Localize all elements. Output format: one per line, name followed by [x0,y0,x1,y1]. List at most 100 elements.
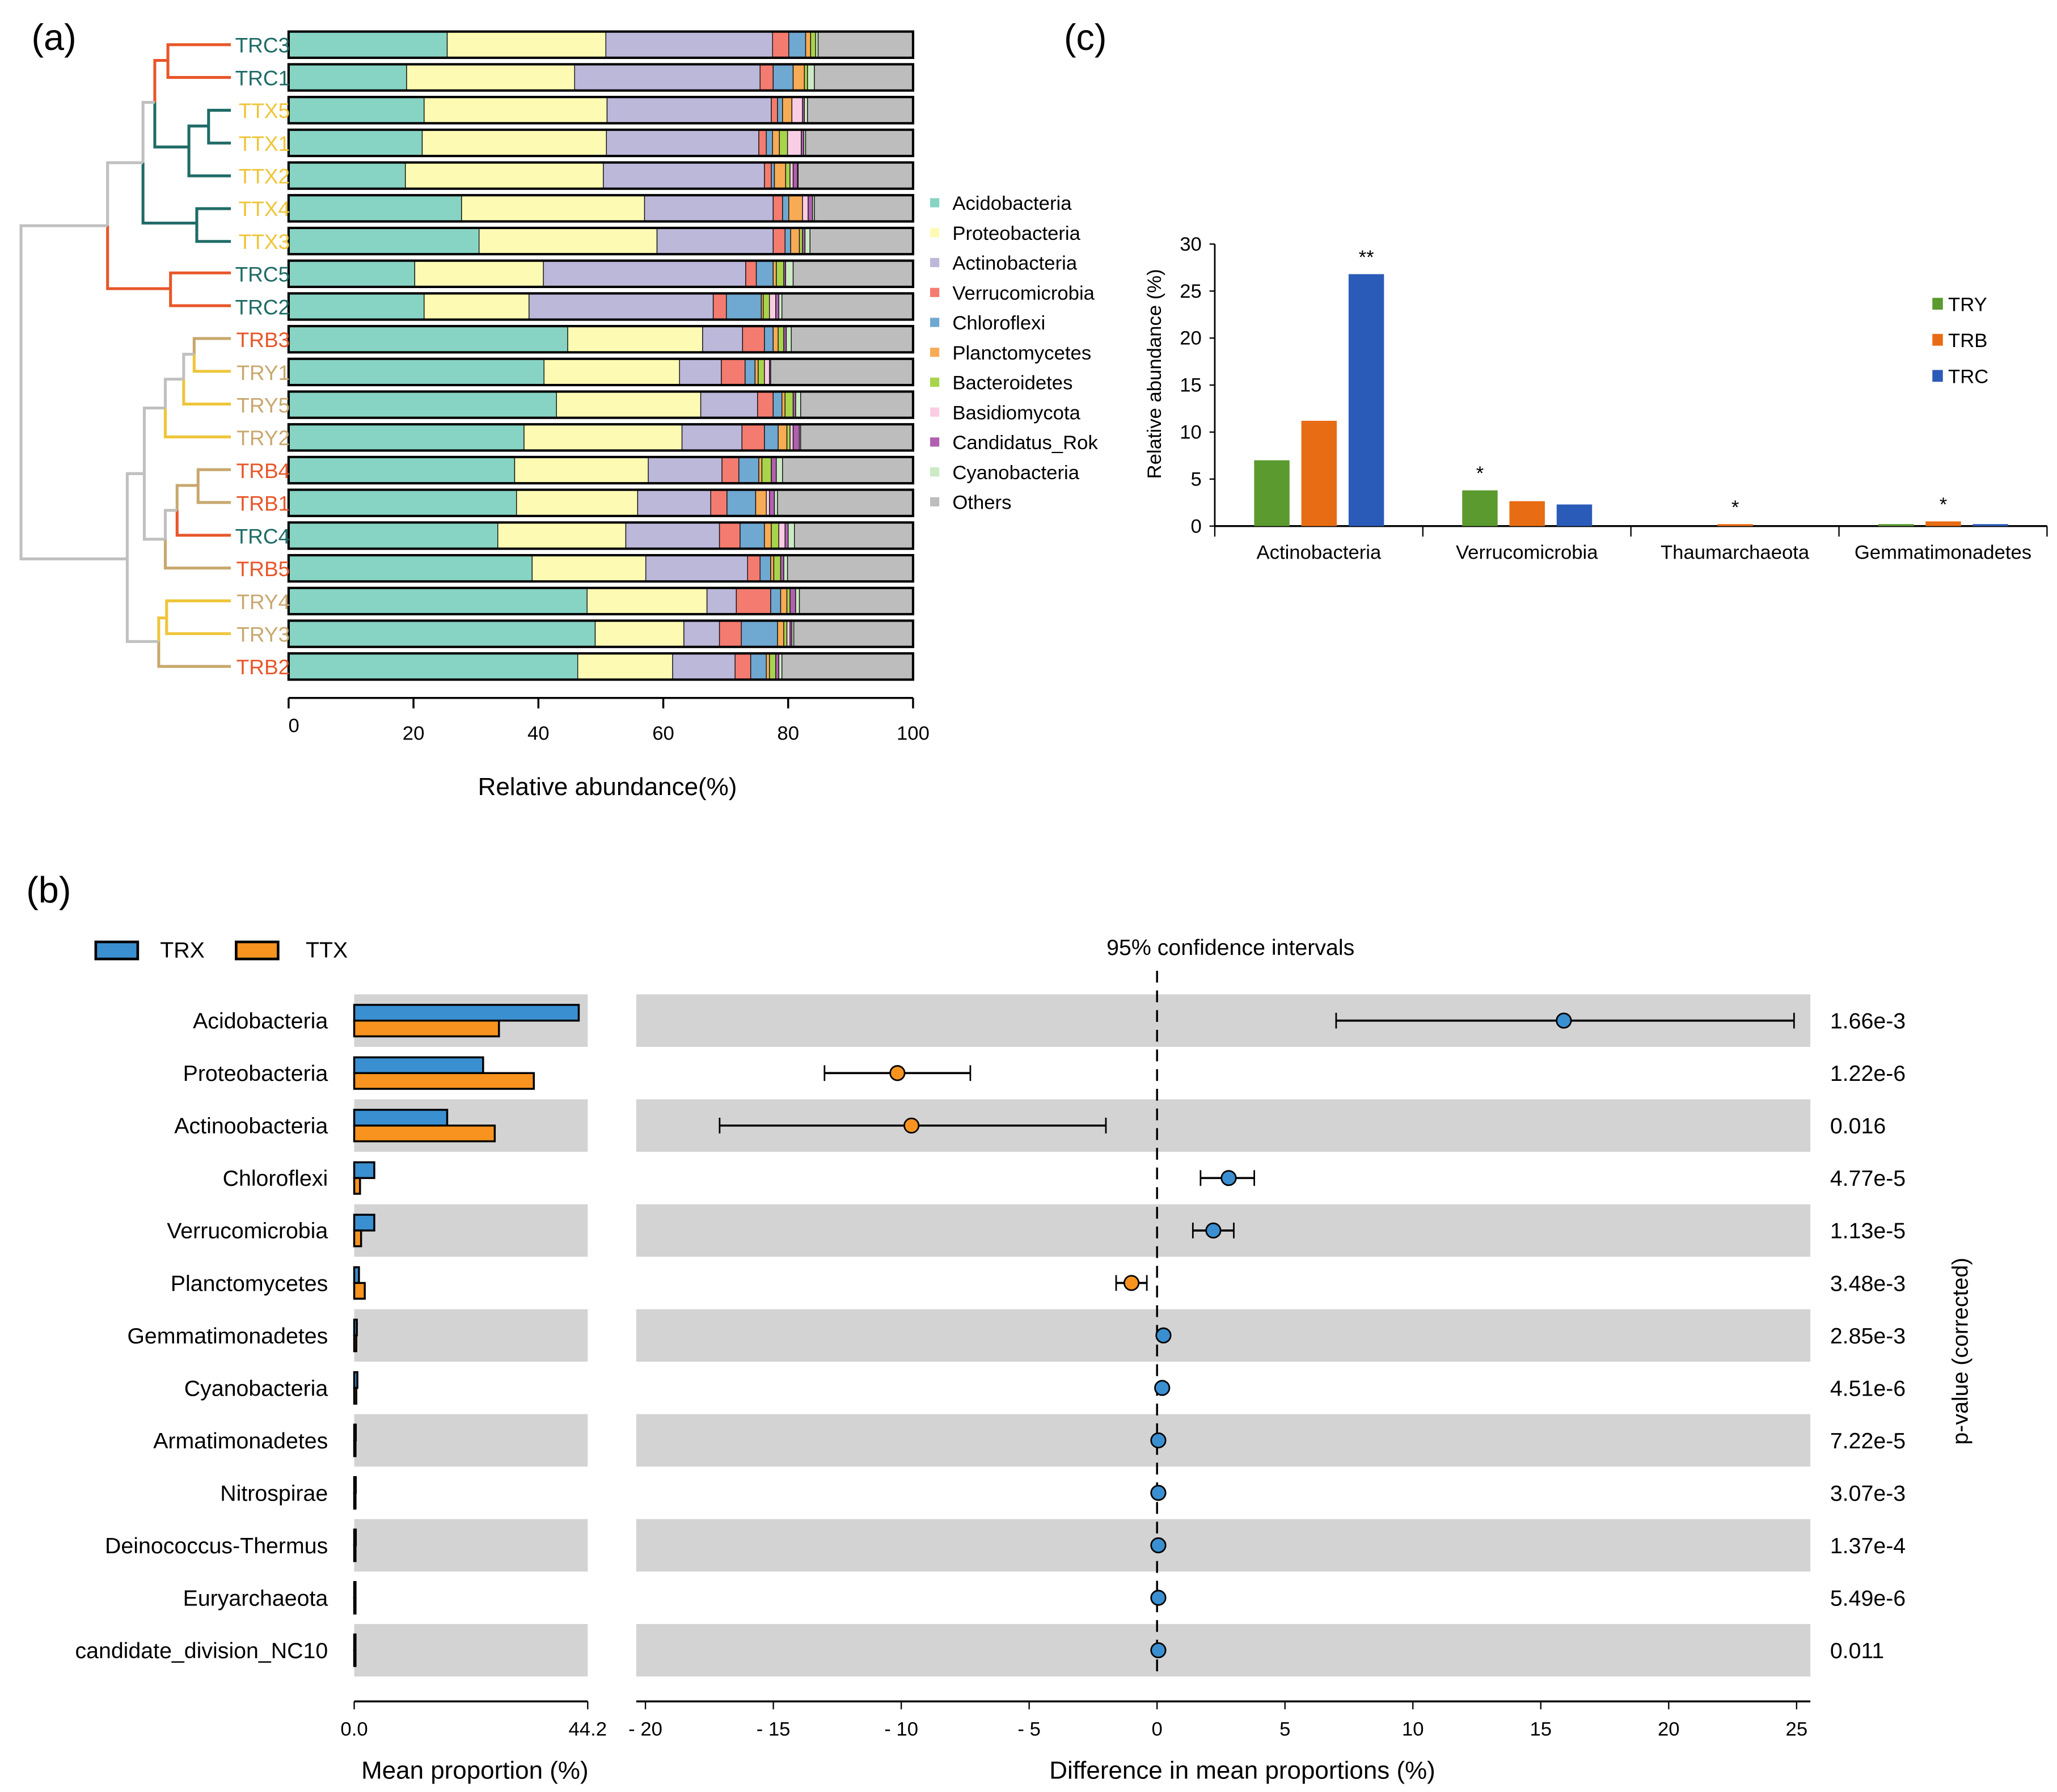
bar-segment-TRB1-Candidatus_Rok [769,489,775,517]
p-value-Actinoobacteria: 0.016 [1830,1114,1886,1139]
bar-segment-TRB4-Acidobacteria [288,457,516,484]
bar-segment-TRC2-Bacteroidetes [762,293,770,320]
bar-segment-TRY2-Planctomycetes [778,424,788,451]
p-value-Euryarchaeota: 5.49e-6 [1830,1586,1906,1611]
p-value-Chloroflexi: 4.77e-5 [1830,1166,1906,1191]
bar-segment-TRC5-Actinobacteria [543,260,746,288]
p-value-Verrucomicrobia: 1.13e-5 [1830,1219,1906,1244]
sample-label-TRB4: TRB4 [236,459,290,483]
bar-segment-TRC3-Proteobacteria [446,31,606,58]
bar-segment-TRB4-Candidatus_Rok [771,457,777,484]
bar-segment-TRB5-Planctomycetes [770,555,775,582]
row-band-right [636,1414,1811,1467]
y-tick-label: 20 [1180,328,1202,349]
legend-label-Chloroflexi: Chloroflexi [952,312,1045,334]
x-tick-label: 20 [403,723,425,745]
bar-segment-TRB1-Acidobacteria [288,489,517,517]
mean-bar-TTX-Gemmatimonadetes [353,1334,358,1353]
bar-segment-TRB2-Candidatus_Rok [775,653,779,681]
legend-label-Cyanobacteria: Cyanobacteria [952,462,1079,484]
bar-segment-TRC4-Proteobacteria [497,522,627,550]
bar-segment-TRY1-Actinobacteria [679,358,722,386]
sample-label-TRC4: TRC4 [235,524,290,548]
bar-segment-TRY2-Verrucomicrobia [741,424,765,451]
mean-bar-TRX-Armatimonadetes [353,1423,357,1442]
bar-segment-TRC3-Acidobacteria [288,31,448,58]
mean-bar-TTX-Euryarchaeota [353,1596,357,1615]
bar-segment-TRB3-Proteobacteria [567,326,703,353]
bar-segment-TRC3-Bacteroidetes [810,31,816,58]
bar-segment-TRB5-Verrucomicrobia [747,555,761,582]
x-tick-label: 60 [652,723,674,745]
mean-bar-TTX-Nitrospirae [353,1491,357,1510]
bar-segment-TRY3-Planctomycetes [777,620,784,648]
legend-label-Acidobacteria: Acidobacteria [952,193,1072,214]
bar-segment-TTX1-Proteobacteria [421,129,607,157]
bar-segment-TTX5-Basidiomycota [791,96,803,124]
x-tick-label: 100 [897,723,930,745]
phylum-label-Proteobacteria: Proteobacteria [183,1061,328,1086]
bar-segment-TTX1-Basidiomycota [787,129,802,157]
panel-c-bar-chart: 0 5 10 15 20 25 30 Actinobacteria Verrucomicrobi… [1180,234,2048,564]
dendrogram-branch [163,509,178,539]
x-tick-label: 0 [288,715,299,737]
dendrogram-branch [169,271,231,307]
bar-segment-TRB3-Planctomycetes [772,326,779,353]
mean-difference-point-Verrucomicrobia [1205,1222,1222,1239]
panel-c-ylabel: Relative abundance (%) [1144,269,1165,479]
bar-segment-TRC4-Verrucomicrobia [719,522,741,550]
dendrogram-branch [142,406,166,541]
bar-Actinobacteria-TRY [1254,460,1290,526]
category-label-Verrucomicrobia: Verrucomicrobia [1456,542,1598,564]
bar-segment-TRB1-Planctomycetes [755,489,767,517]
bar-segment-TTX3-Actinobacteria [656,227,774,255]
bar-segment-TRC1-Cyanobacteria [807,64,815,91]
bar-segment-TRC1-Proteobacteria [406,64,575,91]
bar-segment-TRB5-Chloroflexi [759,555,771,582]
x-tick-label: - 20 [628,1718,662,1740]
mean-bar-TRX-candidate_division_NC10 [353,1633,357,1651]
bar-segment-TRB2-Verrucomicrobia [734,653,751,681]
bar-segment-TRB2-Bacteroidetes [769,653,776,681]
mean-bar-TTX-candidate_division_NC10 [353,1649,357,1667]
bar-segment-TRC5-Acidobacteria [288,260,415,288]
bar-segment-TRC2-Proteobacteria [424,293,530,320]
x-tick-label: 44.2 [569,1718,607,1740]
mean-bar-TRX-Acidobacteria [353,1004,580,1022]
bar-segment-TRY2-Basidiomycota [789,424,794,451]
phylum-label-Verrucomicrobia: Verrucomicrobia [167,1219,328,1244]
dendrogram-branch [192,354,231,373]
legend-swatch-Verrucomicrobia [930,288,940,297]
dendrogram-branch [166,43,231,79]
sample-label-TRC1: TRC1 [235,66,290,90]
bar-segment-TRY3-Actinobacteria [683,620,720,648]
bar-segment-TRC4-Chloroflexi [740,522,765,550]
bar-segment-TRC4-Cyanobacteria [788,522,795,550]
dendrogram-branch [175,510,231,537]
mean-difference-point-Acidobacteria [1556,1012,1572,1029]
bar-segment-TRC4-Planctomycetes [764,522,772,550]
y-tick-label: 5 [1191,468,1202,490]
bar-segment-TRY4-Candidatus_Rok [789,588,796,615]
panel-label-a: (a) [32,16,77,58]
row-band-left [354,1624,588,1677]
mean-bar-TRX-Verrucomicrobia [353,1214,375,1232]
bar-segment-TTX4-Proteobacteria [461,195,645,222]
bar-segment-TTX2-Verrucomicrobia [764,162,772,189]
y-tick-label: 25 [1180,281,1202,302]
bar-segment-TRY5-Verrucomicrobia [757,391,774,419]
bar-segment-TRB1-Verrucomicrobia [710,489,728,517]
bar-segment-TRC4-Actinobacteria [625,522,720,550]
bar-Actinobacteria-TRC [1348,274,1384,526]
bar-segment-TTX1-Chloroflexi [766,129,773,157]
legend-label-Verrucomicrobia: Verrucomicrobia [952,282,1095,304]
phylum-label-Planctomycetes: Planctomycetes [171,1271,328,1296]
bar-segment-TRC4-Candidatus_Rok [784,522,789,550]
x-tick-label: 40 [527,723,550,745]
mean-bar-TTX-Verrucomicrobia [353,1229,362,1248]
bar-segment-TRY1-Proteobacteria [543,358,680,386]
bar-segment-TRC3-Others [817,31,914,58]
dendrogram-branch [165,599,231,635]
bar-segment-TRY5-Others [800,391,914,419]
bar-segment-TRY3-Others [793,620,914,648]
